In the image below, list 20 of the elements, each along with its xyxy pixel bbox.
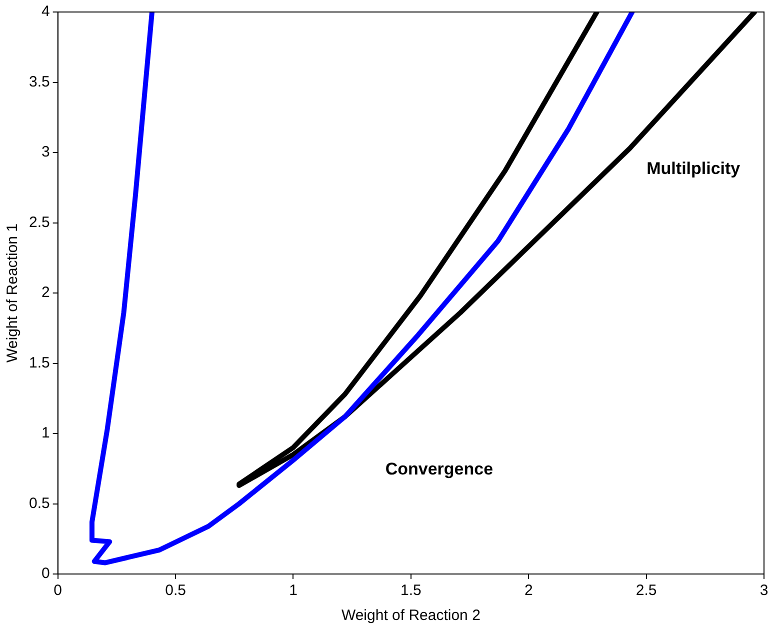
- y-tick-label: 3.5: [28, 73, 50, 90]
- y-tick-label: 4: [42, 3, 50, 20]
- x-tick-label: 1: [289, 582, 298, 600]
- x-tick-label: 0: [54, 582, 62, 600]
- y-tick-label: 2.5: [28, 214, 50, 231]
- x-tick-label: 3: [760, 582, 768, 600]
- y-axis-title: Weight of Reaction 1: [4, 224, 22, 362]
- y-tick-label: 0: [42, 565, 50, 582]
- y-tick-label: 1.5: [28, 354, 50, 372]
- x-tick-label: 0.5: [165, 582, 186, 600]
- x-tick-label: 2.5: [636, 582, 657, 600]
- y-tick-label: 0.5: [28, 494, 50, 512]
- x-tick-label: 2: [524, 582, 533, 600]
- x-tick-label: 1.5: [400, 582, 422, 600]
- y-tick-label: 1: [42, 424, 50, 442]
- annotation: Convergence: [385, 460, 494, 479]
- y-tick-label: 3: [42, 144, 50, 161]
- y-tick-label: 2: [42, 284, 50, 302]
- x-axis-title: Weight of Reaction 2: [341, 607, 480, 624]
- annotation: Multilplicity: [646, 159, 741, 178]
